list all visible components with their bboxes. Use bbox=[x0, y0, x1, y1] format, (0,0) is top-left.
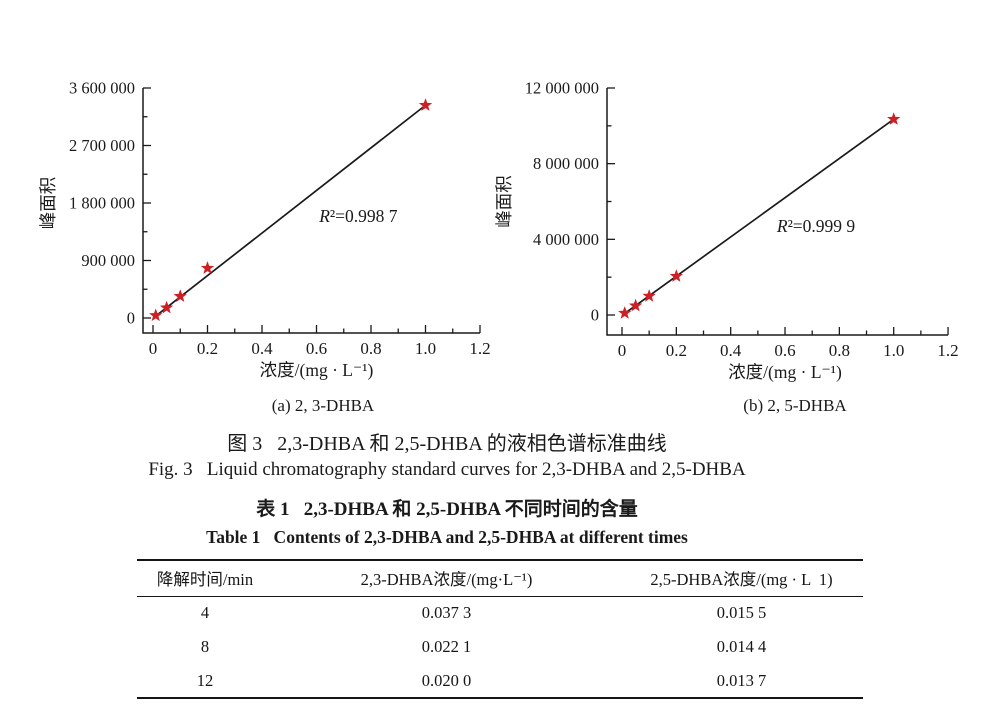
ticks bbox=[143, 87, 481, 333]
axes bbox=[606, 88, 949, 336]
x-tick-label: 0 bbox=[149, 339, 158, 358]
table-cell: 0.015 5 bbox=[716, 603, 767, 623]
y-tick-label: 1 800 000 bbox=[69, 194, 135, 213]
table-caption-chinese: 表 1 2,3-DHBA 和 2,5-DHBA 不同时间的含量 bbox=[256, 499, 638, 520]
subcaption-chart-b: (b) 2, 5-DHBA bbox=[743, 396, 847, 415]
data-point-star bbox=[618, 306, 632, 319]
table-cell: 8 bbox=[200, 637, 210, 656]
table-row: 8 0.022 1 0.014 4 bbox=[137, 630, 863, 664]
x-tick-label: 0.6 bbox=[306, 339, 327, 358]
table-cell: 4 bbox=[200, 603, 210, 623]
fit-line bbox=[624, 118, 895, 315]
y-tick-label: 2 700 000 bbox=[69, 136, 135, 155]
x-tick-label: 0.4 bbox=[251, 339, 273, 358]
x-tick-label: 0.4 bbox=[720, 341, 742, 360]
y-tick-label: 4 000 000 bbox=[533, 230, 599, 249]
table-body: 4 0.037 3 0.015 5 8 0.022 1 0.014 4 12 0.020 0 0… bbox=[137, 596, 863, 698]
data-points bbox=[149, 98, 433, 322]
column-header: 2,3-DHBA浓度/(mg·L⁻¹) bbox=[360, 570, 533, 590]
subcaption-chart-a: (a) 2, 3-DHBA bbox=[271, 396, 375, 415]
y-tick-label: 8 000 000 bbox=[533, 154, 599, 173]
fit-line bbox=[155, 104, 427, 317]
x-tick-label: 0.6 bbox=[774, 341, 795, 360]
r-squared-annotation: R²=0.999 9 bbox=[776, 216, 856, 236]
column-header: 降解时间/min bbox=[156, 570, 254, 590]
x-tick-label: 0.8 bbox=[360, 339, 381, 358]
data-points bbox=[618, 112, 901, 319]
y-tick-label: 0 bbox=[591, 306, 599, 325]
table-cell: 0.014 4 bbox=[716, 637, 767, 656]
data-point-star bbox=[642, 289, 656, 302]
table-caption-english: Table 1 Contents of 2,3-DHBA and 2,5-DHB… bbox=[206, 527, 688, 547]
x-tick-label: 1.2 bbox=[469, 339, 490, 358]
axes bbox=[142, 88, 480, 334]
x-tick-label: 1.2 bbox=[937, 341, 958, 360]
table-header: 降解时间/min 2,3-DHBA浓度/(mg·L⁻¹) 2,5-DHBA浓度/(m… bbox=[137, 560, 863, 596]
table-cell: 0.037 3 bbox=[421, 603, 472, 623]
y-axis-title: 峰面积 bbox=[38, 177, 58, 230]
chart-standard-curve-2-3-dhba: 0 0.2 0.4 0.6 0.8 1.0 1.2 0 900 000 1 800 000 2 70… bbox=[38, 79, 491, 381]
chart-standard-curve-2-5-dhba: 0 0.2 0.4 0.6 0.8 1.0 1.2 0 4 000 000 8 000 000 12… bbox=[495, 79, 959, 383]
y-tick-label: 0 bbox=[127, 309, 135, 328]
contents-table: 降解时间/min 2,3-DHBA浓度/(mg·L⁻¹) 2,5-DHBA浓度/(m… bbox=[137, 559, 863, 699]
x-axis-title: 浓度/(mg · L⁻¹) bbox=[260, 360, 374, 380]
x-tick-label: 1.0 bbox=[883, 341, 904, 360]
data-point-star bbox=[200, 261, 215, 274]
x-tick-label: 1.0 bbox=[415, 339, 436, 358]
data-point-star bbox=[669, 269, 683, 282]
axis-lines bbox=[142, 88, 480, 334]
column-header: 2,5-DHBA浓度/(mg · L 1) bbox=[650, 570, 833, 590]
x-tick-label: 0.2 bbox=[666, 341, 687, 360]
data-point-star bbox=[628, 298, 643, 312]
table-cell: 0.020 0 bbox=[421, 670, 472, 690]
y-axis-title: 峰面积 bbox=[495, 175, 514, 228]
y-tick-label: 3 600 000 bbox=[69, 79, 135, 98]
y-tick-label: 900 000 bbox=[81, 251, 135, 270]
table-cell: 0.013 7 bbox=[716, 670, 767, 690]
data-point-star bbox=[159, 300, 174, 314]
y-tick-label: 12 000 000 bbox=[525, 79, 599, 98]
data-point-star bbox=[173, 289, 187, 302]
x-axis-title: 浓度/(mg · L⁻¹) bbox=[728, 362, 842, 382]
data-point-star bbox=[887, 112, 901, 125]
table-cell: 0.022 1 bbox=[421, 637, 472, 656]
data-point-star bbox=[149, 308, 163, 322]
data-point-star bbox=[418, 98, 433, 111]
r-squared-annotation: R²=0.998 7 bbox=[318, 206, 398, 226]
figure-caption-chinese: 图 3 2,3-DHBA 和 2,5-DHBA 的液相色谱标准曲线 bbox=[227, 433, 667, 455]
ticks bbox=[607, 87, 949, 335]
x-tick-label: 0 bbox=[618, 341, 627, 360]
x-tick-label: 0.2 bbox=[197, 339, 218, 358]
figure-caption-english: Fig. 3 Liquid chromatography standard cu… bbox=[148, 459, 746, 480]
x-tick-label: 0.8 bbox=[829, 341, 850, 360]
table-row: 4 0.037 3 0.015 5 bbox=[137, 596, 863, 630]
table-cell: 12 bbox=[196, 670, 214, 690]
axis-lines bbox=[606, 88, 949, 336]
table-row: 12 0.020 0 0.013 7 bbox=[137, 664, 863, 698]
